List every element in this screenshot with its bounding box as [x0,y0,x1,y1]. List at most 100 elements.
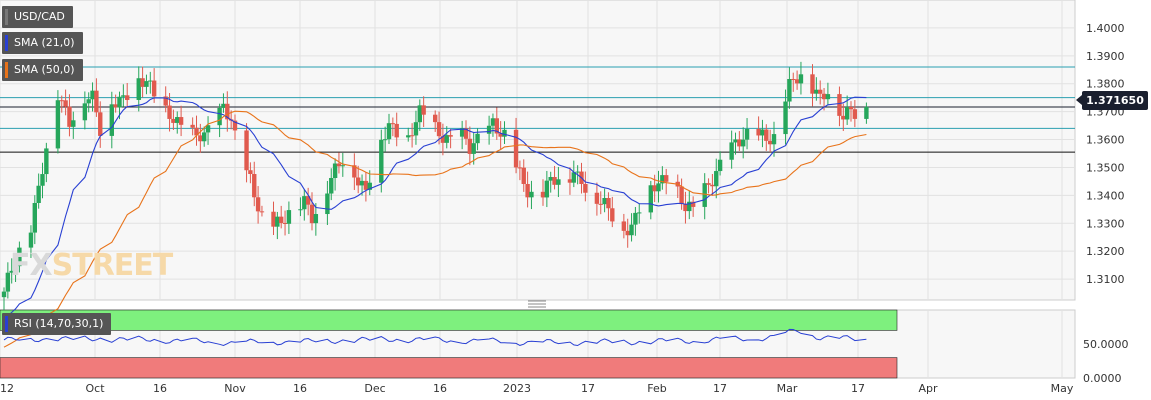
candle [494,107,499,140]
panel-resize-handle[interactable] [528,300,546,308]
current-price-badge: 1.371650 [1076,91,1148,110]
candle-body [309,204,315,224]
candle-body [864,106,869,119]
candle-body [286,210,292,224]
y-tick-label: 1.3900 [1086,50,1125,63]
candle-body [136,78,141,100]
candle [82,91,88,130]
candle-body [94,90,99,113]
candle [232,114,238,140]
candle-body [36,185,41,203]
candle [329,168,334,201]
sma50-line [3,110,867,348]
candle-body [594,192,600,204]
candle [594,182,600,216]
candle-body [352,165,357,178]
candle-body [379,139,384,183]
candle-body [32,202,37,233]
candle [556,166,561,198]
candle [841,103,846,132]
candle [717,151,723,176]
candle-body [544,180,550,198]
candle [390,117,396,137]
candle-body [783,101,788,135]
x-axis: 12 Oct 16 Nov 16 Dec 16 2023 17 Feb 17 Mar 17 Apr May [0,382,1074,395]
candle-body [325,193,330,215]
y-tick-label: 1.3400 [1086,189,1125,202]
candle [298,197,303,217]
candle-body [571,172,576,183]
candle-body [363,180,369,190]
candle-body [298,209,303,211]
candle [279,205,284,229]
candle [332,158,338,191]
candle-body [717,159,723,172]
candle-body [729,142,734,160]
current-price-text: 1.371650 [1086,94,1144,107]
candle [252,161,257,207]
candle-body [1,291,7,298]
candle [9,258,14,284]
candle-body [756,128,761,136]
x-tick-label: 17 [581,382,595,395]
candle-body [59,100,64,102]
rsi-legend[interactable]: RSI (14,70,30,1) [2,313,112,335]
candle [59,95,64,113]
candle [379,129,384,193]
candle-body [706,183,711,185]
candle-body [113,104,118,108]
candle [606,192,611,221]
candle-body [625,230,630,236]
moving-averages [3,96,867,348]
candle-body [55,100,61,149]
candle [702,173,707,220]
candle [121,84,126,107]
candle [144,74,149,95]
candle [621,213,627,239]
y-tick-label: 1.4000 [1086,22,1125,35]
candle-body [602,197,607,205]
candle-body [232,120,238,131]
grid [0,0,1075,378]
candle-body [109,104,114,136]
candle-body [282,222,288,224]
candle [417,99,422,131]
sma50-legend[interactable]: SMA (50,0) [2,59,83,81]
candle [637,203,642,224]
symbol-label[interactable]: USD/CAD [2,6,73,28]
candle-body [225,103,230,120]
candle-body [494,118,499,134]
candle [463,120,469,145]
candle-body [475,133,480,144]
candle [98,101,103,148]
x-tick-label: Apr [918,382,938,395]
candle [1,287,7,310]
candle [302,189,307,221]
candle-body [814,89,819,94]
candle-body [744,128,750,140]
candle-body [714,171,719,187]
candle-body [448,135,453,137]
candle-body [305,196,311,205]
candle [656,170,661,203]
x-tick-label: Oct [85,382,105,395]
candle [340,152,345,177]
candle-body [5,272,11,292]
candle [818,80,823,105]
candle [359,174,365,196]
y-axis: 1.40001.39001.38001.37001.36001.35001.34… [1083,22,1129,385]
x-tick-label: May [1051,382,1074,395]
candle [433,110,438,132]
watermark-logo: FXSTREET [10,248,173,283]
x-tick-label: Dec [364,382,385,395]
candle-body [90,90,95,100]
candle-body [436,122,442,137]
candle-body [151,80,157,97]
sma21-legend[interactable]: SMA (21,0) [2,32,83,54]
candle-body [44,148,49,175]
candle-body [178,117,184,125]
candle-body [217,107,222,126]
candle-body [409,135,415,137]
candle [406,127,411,142]
